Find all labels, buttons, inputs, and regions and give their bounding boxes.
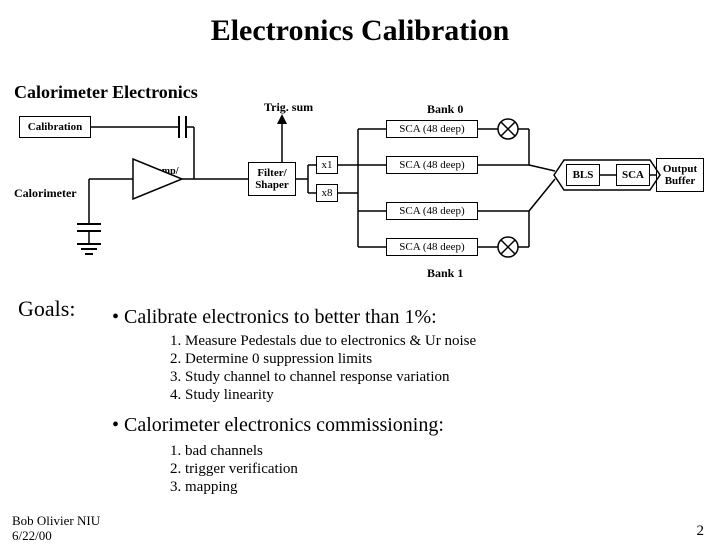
list-item: 3. mapping [170,478,298,496]
list-item: 1. bad channels [170,442,298,460]
block-diagram: Trig. sum Bank 0 Bank 1 Calibration Calo… [14,104,706,279]
calibrate-list: 1. Measure Pedestals due to electronics … [170,332,476,404]
bullet-calibrate: • Calibrate electronics to better than 1… [112,306,437,329]
footer-date: 6/22/00 [12,529,100,544]
page-number: 2 [697,523,705,540]
list-item: 4. Study linearity [170,386,476,404]
list-item: 1. Measure Pedestals due to electronics … [170,332,476,350]
list-item: 2. trigger verification [170,460,298,478]
subtitle: Calorimeter Electronics [14,82,198,103]
list-item: 2. Determine 0 suppression limits [170,350,476,368]
goals-label: Goals: [18,296,75,322]
page-title: Electronics Calibration [0,14,720,48]
commissioning-list: 1. bad channels 2. trigger verification … [170,442,298,496]
footer-name: Bob Olivier NIU [12,514,100,529]
diagram-wires [14,104,706,279]
bullet-commissioning: • Calorimeter electronics commissioning: [112,414,444,437]
list-item: 3. Study channel to channel response var… [170,368,476,386]
